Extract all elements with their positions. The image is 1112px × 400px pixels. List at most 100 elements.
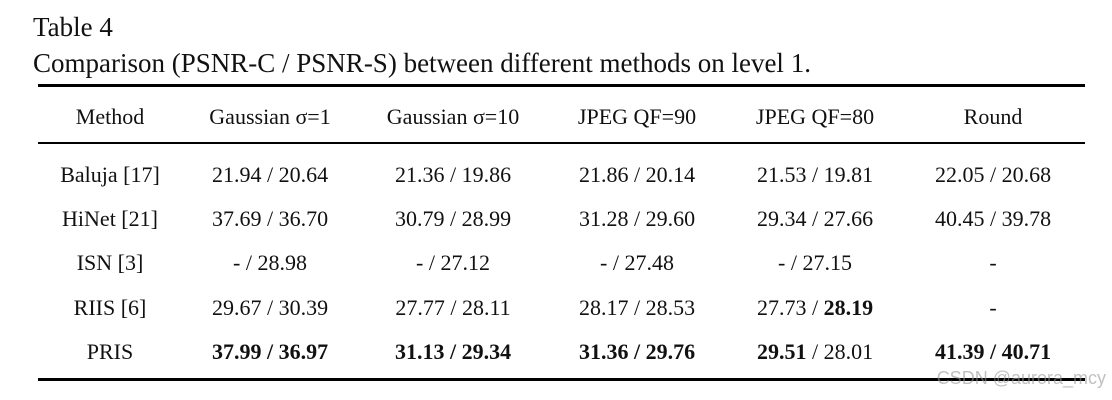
value-cell: - / 27.48 [600,250,674,276]
top-rule [38,84,1085,87]
column-header: Round [963,104,1023,129]
value-part: 21.94 [211,162,262,187]
column-header: JPEG QF=80 [755,104,875,129]
value-cell: 31.28 / 29.60 [579,206,695,232]
value-part: 41.39 [934,339,985,364]
value-cell: 27.73 / 28.19 [757,295,873,321]
value-part: 29.34 [461,339,512,364]
value-cell: 21.94 / 20.64 [212,162,328,188]
value-part: / [261,162,279,187]
value-part: 20.14 [645,162,696,187]
value-part: 28.98 [257,250,307,275]
value-part: 29.76 [645,339,696,364]
value-cell: - / 27.15 [778,250,852,276]
watermark: CSDN @aurora_mcy [936,368,1106,388]
value-part: / [261,206,279,231]
value-cell: 41.39 / 40.71 [935,339,1051,365]
value-part: / [984,162,1002,187]
value-cell: 31.13 / 29.34 [395,339,511,365]
value-part: 28.19 [823,295,874,320]
value-cell: - [989,295,996,321]
method-cell: PRIS [86,339,134,364]
value-cell: 21.86 / 20.14 [579,162,695,188]
value-part: 27.12 [440,250,490,275]
value-part: / [984,206,1002,231]
value-cell: 31.36 / 29.76 [579,339,695,365]
mid-rule [38,142,1085,144]
value-part: / [444,162,462,187]
value-cell: 37.69 / 36.70 [212,206,328,232]
value-part: 21.36 [394,162,445,187]
value-part: 28.99 [461,206,512,231]
value-cell: 21.53 / 19.81 [757,162,873,188]
value-part: / [444,295,462,320]
value-part: 31.13 [394,339,445,364]
value-part: 36.70 [278,206,329,231]
value-part: 28.17 [578,295,629,320]
method-cell: Baluja [17] [60,162,160,187]
value-cell: 29.51 / 28.01 [757,339,873,365]
value-part: 21.53 [756,162,807,187]
value-cell: - / 28.98 [233,250,307,276]
value-part: / [240,250,258,275]
value-cell: 21.36 / 19.86 [395,162,511,188]
value-part: 29.51 [756,339,807,364]
value-part: 22.05 [934,162,985,187]
method-cell: RIIS [6] [73,295,147,320]
column-header: Gaussian σ=10 [386,104,520,129]
value-part: 27.15 [802,250,852,275]
value-part: 31.28 [578,206,629,231]
value-part: 37.69 [211,206,262,231]
value-part: / [261,339,279,364]
value-cell: 30.79 / 28.99 [395,206,511,232]
value-part: 27.77 [395,295,445,320]
value-part: / [806,162,824,187]
value-cell: 37.99 / 36.97 [212,339,328,365]
method-cell: HiNet [21] [62,206,158,231]
value-part: - [778,250,786,275]
method-cell: ISN [3] [76,250,144,275]
value-part: / [628,162,646,187]
value-part: 21.86 [578,162,629,187]
value-part: 40.71 [1001,339,1052,364]
value-part: 19.81 [823,162,874,187]
value-cell: - / 27.12 [416,250,490,276]
value-part: - [600,250,608,275]
value-part: / [444,206,462,231]
value-part: / [806,206,824,231]
value-part: 29.67 [211,295,262,320]
value-part: 29.34 [756,206,807,231]
value-cell: - [989,250,996,276]
value-part: / [607,250,625,275]
value-part: / [423,250,441,275]
value-part: / [785,250,803,275]
column-header: Gaussian σ=1 [209,104,331,129]
table-label: Table 4 [33,12,113,42]
value-part: / [984,339,1002,364]
value-part: 28.11 [461,295,511,320]
value-part: 29.60 [645,206,696,231]
table-caption: Comparison (PSNR-C / PSNR-S) between dif… [33,48,811,78]
value-part: 20.68 [1001,162,1052,187]
value-part: 27.66 [823,206,874,231]
value-part: - [989,295,997,320]
value-cell: 29.67 / 30.39 [212,295,328,321]
value-part: 20.64 [278,162,329,187]
value-part: - [233,250,241,275]
value-part: / [261,295,279,320]
value-cell: 28.17 / 28.53 [579,295,695,321]
value-part: 31.36 [578,339,629,364]
value-cell: 27.77 / 28.11 [395,295,510,321]
column-header: JPEG QF=90 [577,104,697,129]
value-part: / [628,295,646,320]
value-part: - [416,250,424,275]
value-part: / [806,339,824,364]
value-part: / [444,339,462,364]
value-part: - [989,250,997,275]
bottom-rule [38,378,1085,381]
value-part: 27.73 [756,295,807,320]
value-part: 19.86 [461,162,512,187]
value-cell: 22.05 / 20.68 [935,162,1051,188]
value-part: 28.01 [823,339,874,364]
